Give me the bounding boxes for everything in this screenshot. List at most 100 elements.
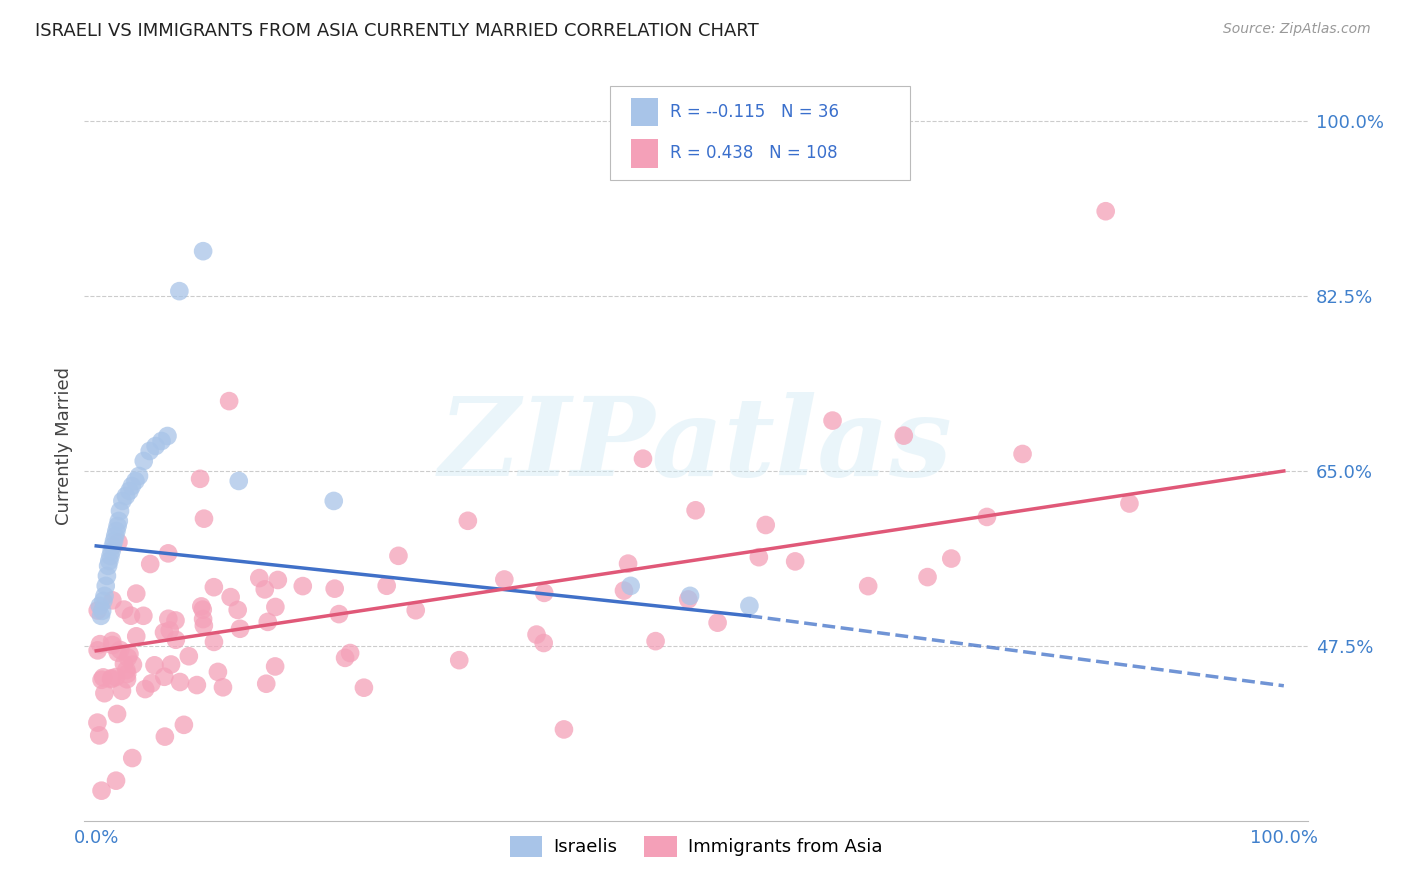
Point — [91, 670, 114, 684]
Point — [173, 718, 195, 732]
Point — [86, 643, 108, 657]
Point — [449, 653, 471, 667]
Point — [229, 622, 252, 636]
Point — [105, 524, 128, 538]
Legend: Israelis, Immigrants from Asia: Israelis, Immigrants from Asia — [502, 829, 890, 864]
Point — [124, 474, 146, 488]
Bar — [631, 139, 658, 168]
Point — [107, 646, 129, 660]
Point — [706, 615, 728, 630]
Point — [264, 599, 287, 614]
Point — [738, 599, 761, 613]
Point — [100, 544, 122, 558]
Point — [188, 472, 211, 486]
Text: R = --0.115   N = 36: R = --0.115 N = 36 — [671, 103, 839, 121]
Point — [100, 549, 122, 563]
Bar — [631, 98, 658, 127]
Point — [375, 579, 398, 593]
Point — [856, 579, 879, 593]
Point — [153, 625, 176, 640]
Point — [202, 580, 225, 594]
Point — [613, 583, 636, 598]
Point — [748, 550, 770, 565]
Point — [191, 244, 214, 259]
Point — [115, 666, 138, 681]
Point — [101, 634, 124, 648]
Point — [139, 557, 162, 571]
Point — [93, 589, 115, 603]
Point — [228, 474, 250, 488]
Point — [107, 535, 129, 549]
Point — [678, 592, 700, 607]
Point — [165, 614, 187, 628]
Point — [755, 518, 778, 533]
Point — [153, 670, 176, 684]
Point — [100, 671, 122, 685]
Text: ISRAELI VS IMMIGRANTS FROM ASIA CURRENTLY MARRIED CORRELATION CHART: ISRAELI VS IMMIGRANTS FROM ASIA CURRENTL… — [35, 22, 759, 40]
Point — [976, 510, 998, 524]
Point — [169, 284, 191, 298]
Point — [112, 657, 135, 671]
Point — [125, 629, 148, 643]
Point — [247, 571, 270, 585]
Point — [165, 632, 187, 647]
Point — [533, 636, 555, 650]
Point — [90, 673, 112, 687]
Point — [190, 599, 212, 614]
Point — [157, 546, 180, 560]
Point — [101, 638, 124, 652]
Point — [387, 549, 409, 563]
Point — [94, 579, 117, 593]
Point — [218, 394, 240, 409]
Point — [191, 612, 214, 626]
Point — [177, 649, 200, 664]
Point — [253, 582, 276, 597]
Point — [1011, 447, 1033, 461]
Point — [157, 612, 180, 626]
Text: ZIPatlas: ZIPatlas — [439, 392, 953, 500]
Point — [212, 681, 235, 695]
Point — [122, 657, 145, 672]
Point — [333, 651, 356, 665]
Point — [160, 657, 183, 672]
Point — [117, 650, 139, 665]
Point — [86, 715, 108, 730]
Point — [98, 554, 121, 568]
Point — [186, 678, 208, 692]
Point — [93, 594, 115, 608]
Point — [108, 504, 131, 518]
Point — [226, 603, 249, 617]
Point — [150, 434, 173, 448]
Point — [328, 607, 350, 621]
Point — [821, 414, 844, 428]
Point — [125, 586, 148, 600]
Point — [112, 602, 135, 616]
Point — [339, 646, 361, 660]
Point — [494, 573, 516, 587]
Point — [267, 573, 290, 587]
Point — [90, 608, 112, 623]
Point — [526, 627, 548, 641]
Point — [120, 608, 142, 623]
Y-axis label: Currently Married: Currently Married — [55, 367, 73, 525]
Point — [323, 582, 346, 596]
Point — [97, 558, 120, 573]
Point — [93, 686, 115, 700]
Point — [644, 634, 666, 648]
Point — [138, 444, 160, 458]
Point — [132, 608, 155, 623]
Text: R = 0.438   N = 108: R = 0.438 N = 108 — [671, 145, 838, 162]
Point — [405, 603, 427, 617]
Point — [91, 604, 114, 618]
Point — [353, 681, 375, 695]
Point — [104, 529, 127, 543]
Point — [101, 539, 124, 553]
Point — [1094, 204, 1116, 219]
Point — [118, 647, 141, 661]
Point — [115, 663, 138, 677]
Point — [1118, 496, 1140, 510]
Point — [679, 589, 702, 603]
Point — [169, 675, 191, 690]
Point — [291, 579, 314, 593]
Point — [256, 615, 278, 629]
